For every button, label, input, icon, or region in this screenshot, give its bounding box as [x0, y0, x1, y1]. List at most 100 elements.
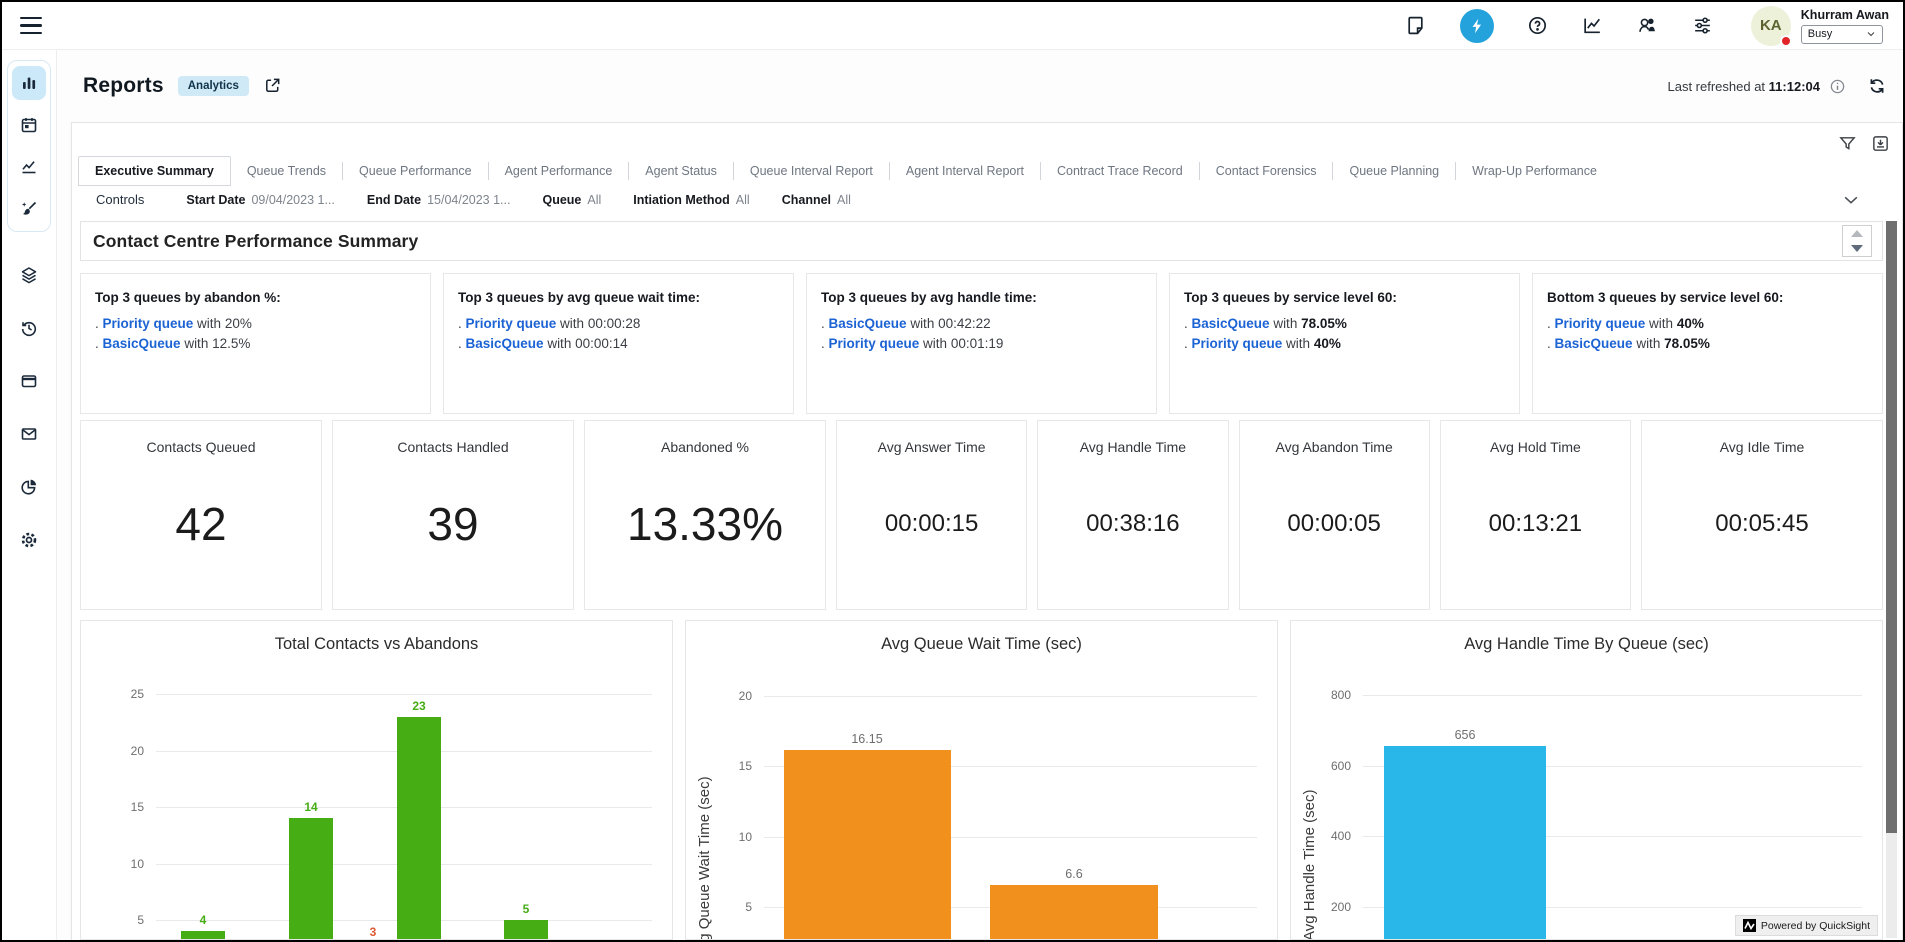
sidebar-item-mail[interactable]	[12, 417, 46, 451]
charts-row: Total Contacts vs Abandons 5 10 15 20 25 4 14 3 2…	[80, 620, 1883, 940]
tab-contract-trace-record[interactable]: Contract Trace Record	[1041, 162, 1200, 181]
kpi-card-avg-answer-time: Avg Answer Time 00:00:15	[836, 420, 1028, 610]
controls-collapse-chevron-icon[interactable]	[1842, 191, 1860, 209]
tab-wrap-up-performance[interactable]: Wrap-Up Performance	[1472, 164, 1597, 179]
metrics-icon[interactable]	[1582, 15, 1604, 37]
sidebar-item-analytics[interactable]	[12, 66, 46, 100]
queue-link[interactable]: Priority queue	[465, 316, 557, 331]
sidebar-item-history[interactable]	[12, 311, 46, 345]
refresh-icon[interactable]	[1867, 76, 1887, 96]
sidebar-group	[7, 60, 51, 232]
tab-agent-interval-report[interactable]: Agent Interval Report	[890, 162, 1041, 181]
kpi-card-contacts-queued: Contacts Queued 42	[80, 420, 322, 610]
top-bar: KA Khurram Awan Busy	[2, 2, 1903, 50]
sliders-icon[interactable]	[1692, 15, 1714, 37]
chart-bar[interactable]	[289, 818, 333, 939]
queue-link[interactable]: BasicQueue	[465, 335, 544, 351]
filter-label: Queue	[542, 192, 582, 207]
page-header: Reports Analytics Last refreshed at 11:1…	[57, 50, 1903, 122]
queue-link[interactable]: BasicQueue	[1554, 335, 1633, 351]
sidebar-item-settings[interactable]	[12, 523, 46, 557]
filter-label: Channel	[781, 192, 832, 207]
user-name: Khurram Awan	[1800, 7, 1889, 22]
insight-item: . BasicQueue with 00:00:14	[458, 335, 628, 351]
tab-queue-interval-report[interactable]: Queue Interval Report	[734, 162, 890, 181]
avatar[interactable]: KA	[1750, 5, 1792, 47]
chart-card-avg-handle-time-by-queue-sec: Avg Handle Time By Queue (sec) 200 400 600 8…	[1290, 620, 1883, 940]
filter-start-date[interactable]: Start Date 09/04/2023 1...	[186, 193, 334, 207]
brush-icon	[21, 201, 37, 215]
insight-value: 00:42:22	[938, 316, 991, 331]
info-icon[interactable]	[1829, 78, 1846, 95]
tab-queue-trends[interactable]: Queue Trends	[231, 162, 344, 181]
external-link-icon[interactable]	[263, 76, 283, 96]
chart-gridline	[1363, 765, 1862, 767]
sidebar-item-window[interactable]	[12, 364, 46, 398]
hamburger-menu-icon[interactable]	[20, 16, 42, 35]
queue-link[interactable]: Priority queue	[828, 335, 920, 351]
sidebar-item-layers[interactable]	[12, 258, 46, 292]
insight-value: 78.05%	[1301, 316, 1347, 331]
queue-link[interactable]: BasicQueue	[1191, 316, 1270, 331]
y-tick-label: 200	[1330, 900, 1351, 914]
insight-item: . Priority queue with 40%	[1547, 316, 1704, 331]
chart-bar[interactable]	[397, 716, 441, 939]
analytics-badge: Analytics	[177, 76, 249, 96]
chart-bar[interactable]	[783, 750, 951, 939]
scrollbar-thumb[interactable]	[1886, 221, 1897, 833]
summary-heading: Contact Centre Performance Summary	[93, 230, 419, 251]
filter-intiation-method[interactable]: Intiation Method All	[633, 193, 749, 207]
chevron-down-icon	[1867, 32, 1875, 37]
export-icon[interactable]	[1871, 134, 1890, 153]
kpi-value: 00:00:15	[884, 510, 979, 537]
y-tick-label: 5	[745, 900, 752, 914]
sidebar-item-calendar[interactable]	[12, 108, 46, 142]
status-select[interactable]: Busy	[1800, 24, 1883, 44]
notes-icon[interactable]	[1405, 15, 1427, 37]
insight-card: Top 3 queues by avg handle time: . BasicQ…	[806, 273, 1157, 414]
insight-item: . BasicQueue with 78.05%	[1547, 335, 1710, 351]
insight-value: 40%	[1313, 335, 1341, 351]
tab-agent-status[interactable]: Agent Status	[629, 162, 734, 181]
tab-queue-performance[interactable]: Queue Performance	[343, 162, 489, 181]
sidebar-item-brush[interactable]	[12, 192, 46, 226]
queue-link[interactable]: Priority queue	[1191, 335, 1283, 351]
chart-gridline	[1363, 695, 1862, 696]
y-tick-label: 5	[137, 913, 144, 927]
users-icon[interactable]	[1637, 15, 1659, 37]
queue-link[interactable]: BasicQueue	[828, 316, 907, 331]
chart-bar[interactable]	[990, 884, 1158, 939]
help-icon[interactable]	[1527, 15, 1549, 37]
queue-link[interactable]: Priority queue	[1554, 316, 1646, 331]
filter-queue[interactable]: Queue All	[542, 193, 601, 207]
insight-value: 12.5%	[212, 335, 251, 351]
insight-card-title: Top 3 queues by avg handle time:	[821, 290, 1037, 305]
chart-title: Total Contacts vs Abandons	[274, 635, 479, 653]
queue-link[interactable]: Priority queue	[102, 316, 194, 331]
insight-item: . BasicQueue with 12.5%	[95, 335, 251, 351]
spinner-down-button[interactable]	[1843, 241, 1871, 256]
queue-link[interactable]: BasicQueue	[102, 335, 181, 351]
filter-icon[interactable]	[1838, 134, 1857, 153]
chart-bar-label: 14	[304, 800, 318, 815]
tab-executive-summary[interactable]: Executive Summary	[78, 156, 231, 187]
chart-bar-label: 3	[369, 924, 377, 939]
filter-value: All	[735, 192, 750, 207]
filter-end-date[interactable]: End Date 15/04/2023 1...	[367, 193, 511, 207]
filter-channel[interactable]: Channel All	[782, 193, 851, 207]
chart-title: Avg Handle Time By Queue (sec)	[1464, 635, 1709, 653]
tab-agent-performance[interactable]: Agent Performance	[489, 162, 630, 181]
chart-bar[interactable]	[181, 931, 225, 939]
kpi-card-avg-handle-time: Avg Handle Time 00:38:16	[1037, 420, 1229, 610]
sidebar-item-pie-chart[interactable]	[12, 470, 46, 504]
spinner-up-button[interactable]	[1843, 226, 1871, 241]
tab-contact-forensics[interactable]: Contact Forensics	[1200, 162, 1334, 181]
lightning-icon[interactable]	[1459, 8, 1494, 43]
tab-queue-planning[interactable]: Queue Planning	[1333, 162, 1457, 181]
insight-item: . Priority queue with 00:00:28	[458, 316, 641, 331]
kpi-card-abandoned: Abandoned % 13.33%	[584, 420, 826, 610]
chart-bar[interactable]	[504, 920, 548, 939]
kpi-value: 39	[427, 498, 479, 550]
chart-bar[interactable]	[1384, 745, 1546, 939]
sidebar-item-line-chart[interactable]	[12, 150, 46, 184]
